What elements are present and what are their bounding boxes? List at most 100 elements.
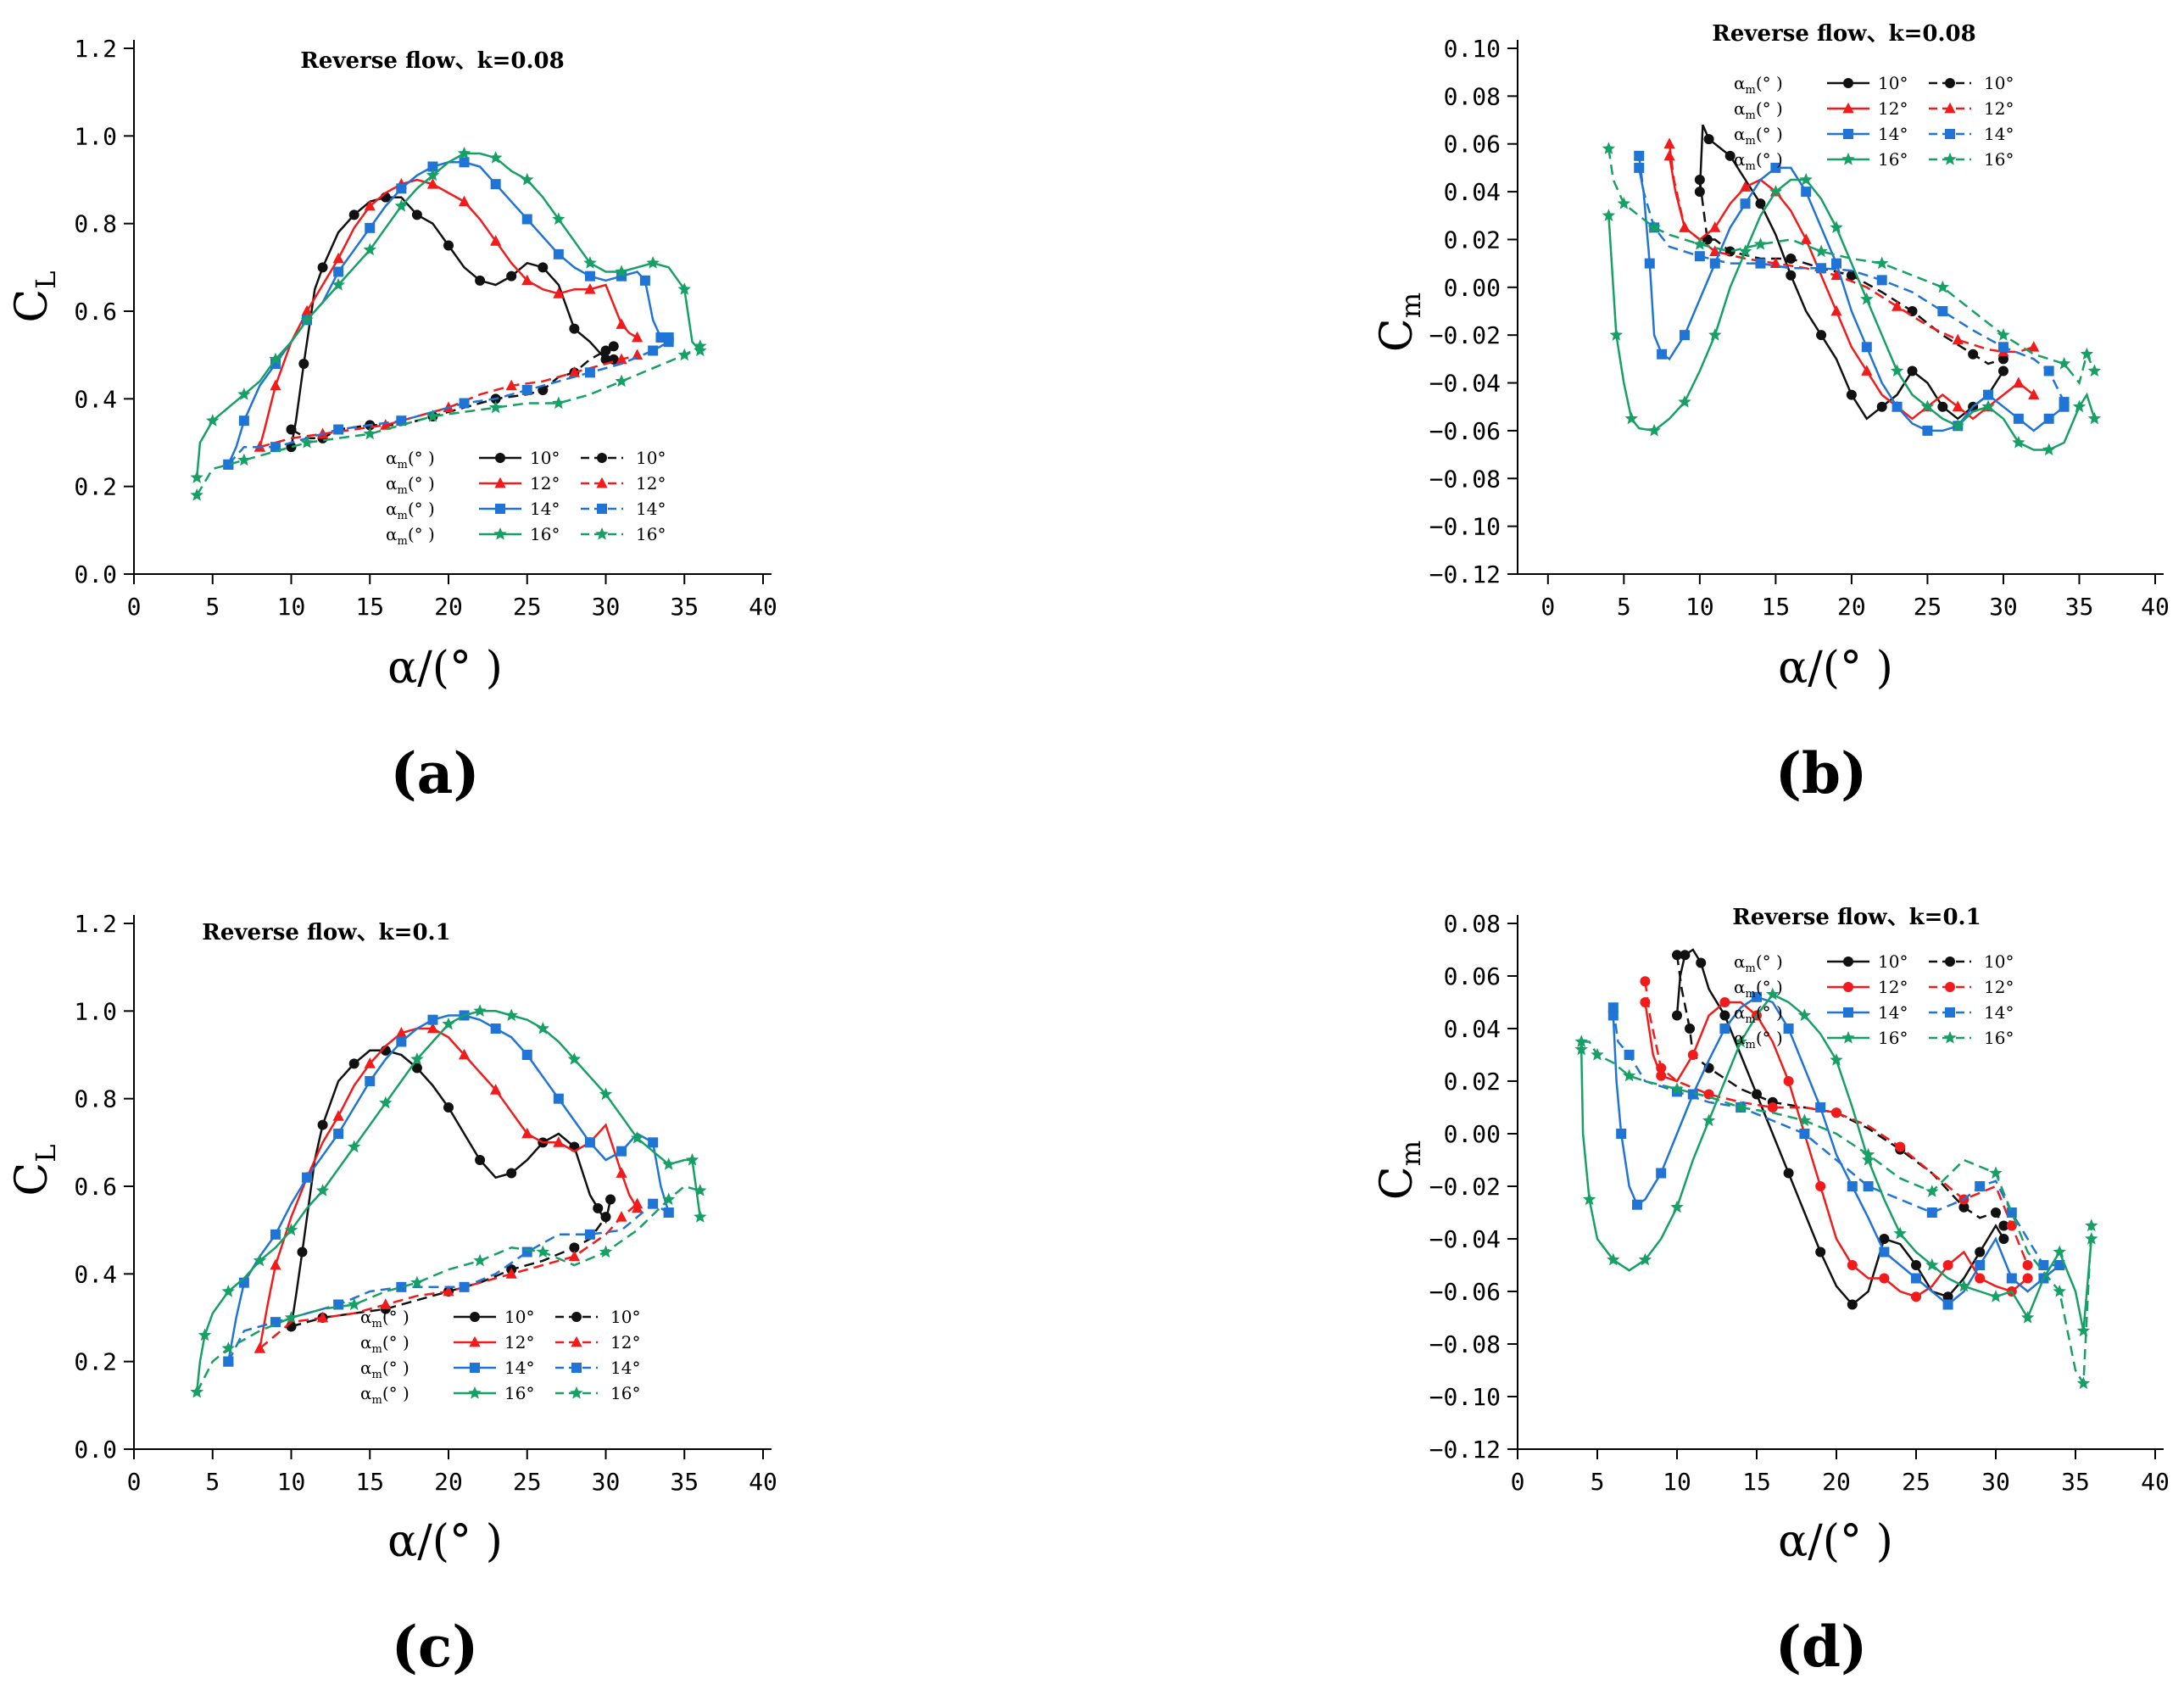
y-tick-label: 0.8 [74,1085,117,1113]
data-point [1624,411,1638,425]
x-tick-label: 30 [592,593,621,621]
data-point [536,1245,549,1258]
legend-value: 16° [504,1383,534,1403]
x-tick-label: 30 [1981,1468,2010,1496]
y-tick-label: 0.04 [1444,178,1501,206]
legend-label: αm(° ) [360,1358,410,1381]
data-point [616,353,627,365]
data-point [1617,197,1630,209]
legend-label-sub: m [1746,1013,1756,1026]
data-point [1657,349,1668,360]
legend-label: αm(° ) [386,524,435,548]
y-tick-label: 0.6 [74,298,117,326]
legend-value: 12° [636,473,666,494]
data-point [1672,1010,1682,1021]
y-tick-label: 0.6 [74,1173,117,1201]
data-point [302,1172,313,1183]
data-point [1694,251,1705,262]
legend-marker [1945,956,1955,967]
y-tick-label: 1.0 [74,122,117,150]
data-point [1638,1252,1652,1266]
legend-label-sub: m [372,1318,382,1330]
legend-label-unit: (° ) [408,499,435,519]
legend-label: αm(° ) [1734,73,1783,97]
y-tick-label: 0.2 [74,473,117,501]
data-point [1879,1234,1890,1244]
data-point [1783,1023,1794,1034]
y-tick-label: 0.06 [1444,962,1501,990]
data-point [2087,411,2102,425]
data-point [2013,376,2025,388]
y-tick-label: 1.0 [74,997,117,1025]
y-tick-label: 1.2 [74,35,117,63]
data-point [1724,150,1736,161]
series-line-14deg-up [227,161,669,466]
series-line-16deg-down [196,1185,701,1393]
data-point [694,339,707,352]
data-point [427,1014,438,1025]
data-point [1656,1070,1667,1081]
legend-label-sub: m [1746,109,1756,122]
y-tick-label: 0.02 [1444,1068,1501,1096]
y-axis-label: CL [7,270,62,322]
data-point [2038,1260,2049,1270]
x-axis-label: α/(° ) [387,1516,503,1567]
y-tick-label: −0.02 [1429,321,1501,349]
data-point [1847,1181,1858,1191]
data-point [2076,1376,2091,1390]
data-point [521,274,533,286]
legend-value: 10° [1878,951,1908,972]
data-point [538,385,549,395]
data-point [1800,233,1812,244]
data-point [426,1022,439,1034]
data-point [1975,1181,1986,1191]
data-point [600,1212,611,1223]
data-point [505,379,517,391]
data-point [632,331,644,343]
y-tick-label: −0.08 [1429,1330,1501,1358]
data-point [568,1250,580,1262]
data-point [615,374,628,388]
legend-label-sub: m [1746,988,1756,1001]
data-point [426,168,440,181]
data-point [364,199,376,211]
legend-label-sub: m [398,484,408,497]
data-point [521,1050,532,1060]
legend-value: 16° [530,524,560,544]
series-line-10deg-down [1675,955,2005,1227]
data-point [2059,397,2070,408]
legend-marker [1943,1030,1957,1044]
x-tick-label: 25 [513,1468,542,1496]
data-point [490,1084,502,1095]
legend-label-sub: m [1746,1039,1756,1051]
y-tick-label: −0.06 [1429,1278,1501,1306]
chart-title: Reverse flow、k=0.08 [1712,21,1975,47]
data-point [490,235,502,246]
legend-label: αm(° ) [1734,1002,1783,1026]
data-point [396,1281,407,1292]
legend-label-unit: (° ) [408,448,435,468]
data-point [190,1385,203,1398]
legend-label-unit: (° ) [408,524,435,544]
legend-label-unit: (° ) [382,1358,410,1378]
data-point [1767,1102,1778,1113]
data-point [333,266,344,277]
data-point [333,424,344,435]
data-point [569,1242,580,1253]
data-point [332,1110,344,1121]
panel-label: (b) [1775,740,1868,806]
y-axis-label-main: C [1372,1166,1423,1200]
legend-value: 12° [504,1332,534,1352]
data-point [1925,1258,1939,1271]
data-point [458,1048,471,1060]
data-point [1624,1050,1635,1060]
panel-a: Reverse flow、k=0.08 0 5 10 15 20 25 30 35 40 0.0 0… [7,35,777,806]
data-point [1644,258,1655,269]
data-point [1937,306,1948,316]
x-tick-label: 5 [1617,593,1631,621]
data-point [1814,244,1828,258]
x-tick-label: 10 [1663,1468,1691,1496]
data-point [1656,1168,1667,1179]
data-point [694,343,707,357]
data-point [2022,1260,2033,1270]
